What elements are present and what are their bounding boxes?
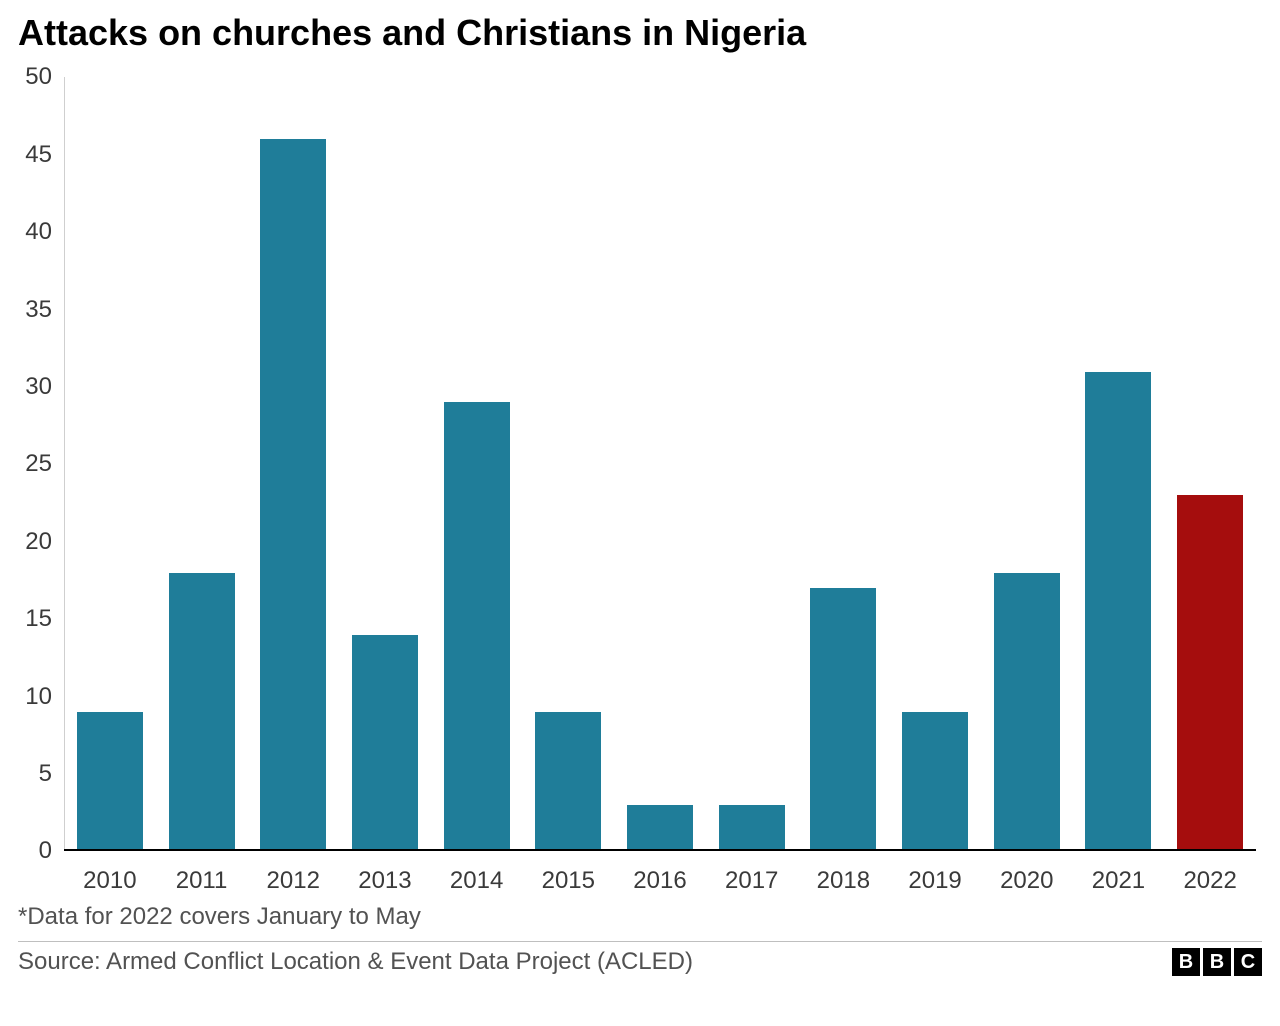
bar-slot: [1177, 77, 1243, 851]
y-tick-label: 20: [18, 528, 58, 556]
bar-slot: [77, 77, 143, 851]
chart-title: Attacks on churches and Christians in Ni…: [18, 12, 1262, 53]
bar-slot: [1085, 77, 1151, 851]
x-tick-label: 2011: [176, 859, 228, 895]
bar-slot: [627, 77, 693, 851]
x-tick-label: 2016: [633, 859, 686, 895]
bar: [994, 573, 1060, 852]
bar: [260, 139, 326, 851]
y-tick-label: 45: [18, 141, 58, 169]
bar: [1177, 495, 1243, 851]
y-tick-label: 35: [18, 296, 58, 324]
footnote: *Data for 2022 covers January to May: [18, 903, 1262, 931]
x-tick-label: 2020: [1000, 859, 1053, 895]
bars-layer: [64, 77, 1256, 851]
x-tick-label: 2010: [83, 859, 136, 895]
footer-row: Source: Armed Conflict Location & Event …: [18, 948, 1262, 976]
bar-slot: [994, 77, 1060, 851]
y-tick-label: 0: [18, 837, 58, 865]
bar: [1085, 372, 1151, 852]
y-tick-label: 15: [18, 605, 58, 633]
y-tick-label: 50: [18, 63, 58, 91]
bar-slot: [719, 77, 785, 851]
bar: [719, 805, 785, 851]
y-tick-label: 10: [18, 683, 58, 711]
x-tick-label: 2018: [817, 859, 870, 895]
x-tick-label: 2015: [542, 859, 595, 895]
x-tick-label: 2022: [1183, 859, 1236, 895]
bar: [77, 712, 143, 851]
bar-slot: [535, 77, 601, 851]
bar-slot: [902, 77, 968, 851]
chart-container: Attacks on churches and Christians in Ni…: [0, 0, 1280, 1026]
x-tick-label: 2013: [358, 859, 411, 895]
bar: [535, 712, 601, 851]
bar-slot: [260, 77, 326, 851]
footer-divider: [18, 941, 1262, 942]
bar-slot: [352, 77, 418, 851]
x-tick-label: 2021: [1092, 859, 1145, 895]
bbc-logo: BBC: [1172, 948, 1262, 976]
bar: [810, 588, 876, 851]
chart-area: 05101520253035404550 2010201120122013201…: [18, 71, 1262, 891]
bar: [444, 402, 510, 851]
x-tick-label: 2012: [267, 859, 320, 895]
x-tick-label: 2017: [725, 859, 778, 895]
bbc-logo-block: C: [1234, 948, 1262, 976]
source-text: Source: Armed Conflict Location & Event …: [18, 948, 693, 976]
x-axis-baseline: [64, 849, 1256, 851]
bbc-logo-block: B: [1203, 948, 1231, 976]
plot-region: [64, 77, 1256, 851]
bar: [169, 573, 235, 852]
y-tick-label: 5: [18, 760, 58, 788]
bar: [902, 712, 968, 851]
bar-slot: [169, 77, 235, 851]
y-tick-label: 25: [18, 450, 58, 478]
bar: [352, 635, 418, 852]
y-tick-label: 40: [18, 218, 58, 246]
bar-slot: [444, 77, 510, 851]
bar: [627, 805, 693, 851]
y-tick-label: 30: [18, 373, 58, 401]
x-tick-label: 2019: [908, 859, 961, 895]
bar-slot: [810, 77, 876, 851]
bbc-logo-block: B: [1172, 948, 1200, 976]
x-tick-label: 2014: [450, 859, 503, 895]
